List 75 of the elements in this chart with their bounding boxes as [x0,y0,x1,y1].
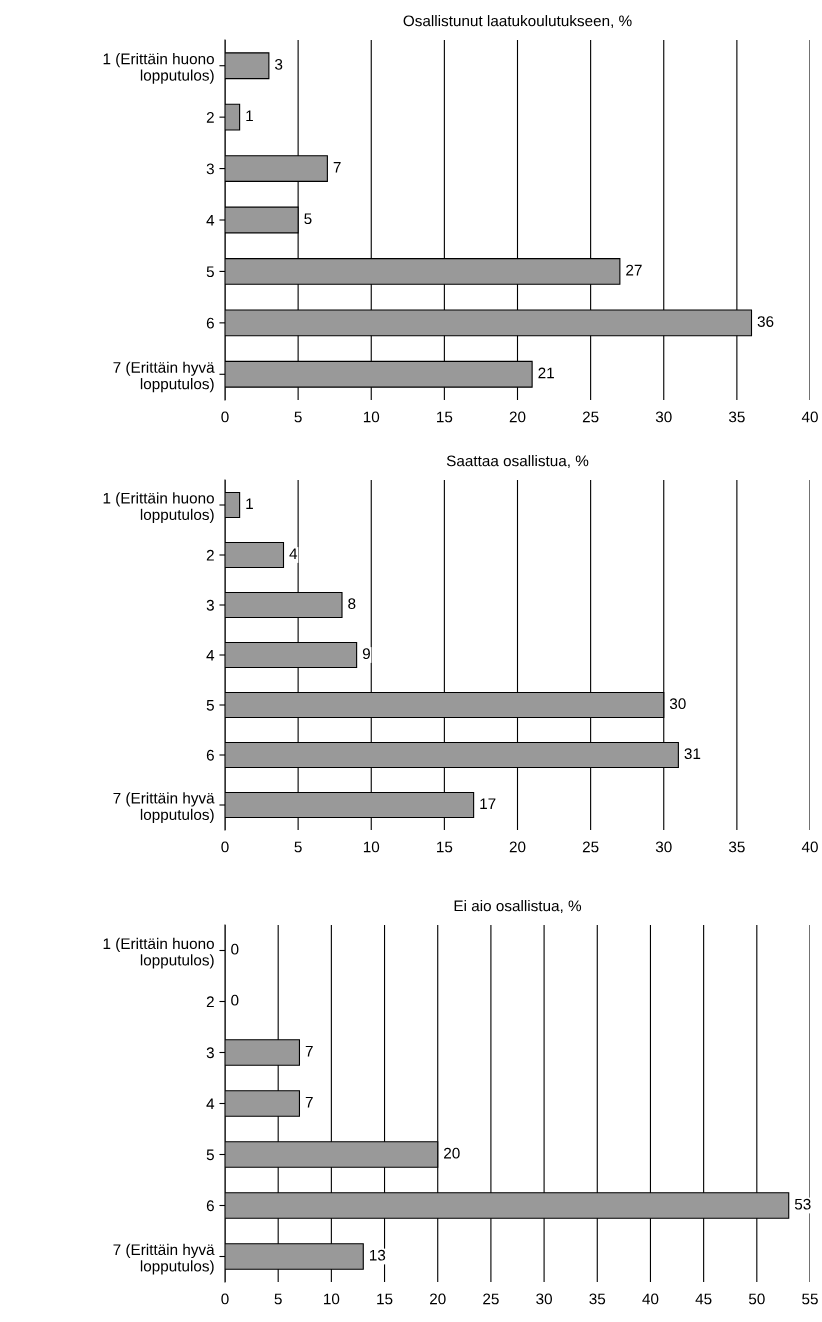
data-label: 7 [305,1096,313,1108]
x-tick-label: 5 [294,411,302,423]
y-tick-label: 3 [206,1047,214,1059]
y-tick-label: 2 [206,996,214,1008]
x-tick-label: 10 [324,1293,340,1305]
x-tick-label: 35 [589,1293,606,1305]
x-tick-label: 25 [483,1293,499,1305]
data-label: 1 [246,110,253,122]
y-tick-label: 6 [206,317,214,329]
x-tick-label: 35 [728,411,745,423]
data-label: 0 [231,943,239,955]
y-tick-label: 5 [206,700,214,711]
data-label: 53 [794,1198,811,1210]
data-label: 27 [626,264,642,276]
y-tick-label: 7 (Erittäin hyvä lopputulos) [113,792,215,824]
x-tick-label: 40 [642,1293,659,1305]
x-tick-label: 15 [437,841,453,853]
chart-title: Ei aio osallistua, % [454,900,582,914]
x-tick-label: 35 [728,841,745,853]
x-tick-label: 40 [801,411,818,423]
data-label: 30 [669,698,686,710]
x-tick-label: 0 [221,1293,229,1305]
y-tick-label: 5 [206,266,214,278]
data-label: 7 [305,1045,313,1057]
chart-title: Osallistunut laatukoulutukseen, % [403,15,632,29]
y-tick-label: 5 [206,1149,214,1161]
x-tick-label: 30 [655,411,672,423]
data-label: 5 [304,213,312,225]
y-tick-label: 2 [206,112,214,123]
data-label: 21 [538,367,554,379]
data-label: 3 [275,59,283,70]
data-label: 36 [757,316,774,327]
y-tick-label: 7 (Erittäin hyvä lopputulos) [113,361,215,393]
x-tick-label: 20 [509,841,526,853]
data-label: 0 [231,994,239,1006]
data-label: 13 [369,1249,386,1261]
x-tick-label: 5 [294,841,302,853]
x-tick-label: 10 [363,411,380,423]
x-tick-label: 30 [655,841,672,853]
data-label: 31 [684,748,701,760]
x-tick-label: 5 [274,1293,282,1305]
x-tick-label: 20 [430,1293,446,1305]
data-label: 17 [480,798,496,809]
x-tick-label: 20 [509,411,526,423]
y-tick-label: 1 (Erittäin huono lopputulos) [103,492,214,524]
data-label: 9 [362,648,370,660]
chart-title: Saattaa osallistua, % [446,455,589,469]
y-tick-label: 4 [206,215,215,226]
y-tick-label: 4 [206,1098,215,1110]
y-tick-label: 4 [206,650,215,661]
x-tick-label: 0 [221,411,229,423]
x-tick-label: 25 [582,841,599,853]
data-label: 1 [246,498,253,509]
y-tick-label: 6 [206,749,214,761]
y-tick-label: 6 [206,1200,214,1212]
data-label: 4 [289,548,298,559]
y-tick-label: 1 (Erittäin huono lopputulos) [103,53,214,84]
x-tick-label: 10 [363,841,380,853]
data-label: 7 [333,162,341,173]
x-tick-label: 25 [582,411,599,423]
x-tick-label: 45 [695,1293,712,1305]
x-tick-label: 15 [437,411,453,423]
x-tick-label: 30 [536,1293,552,1305]
y-tick-label: 7 (Erittäin hyvä lopputulos) [113,1243,215,1275]
x-tick-label: 50 [748,1293,765,1305]
y-tick-label: 1 (Erittäin huono lopputulos) [103,937,214,969]
y-tick-label: 3 [206,599,214,611]
y-tick-label: 3 [206,163,214,175]
data-label: 20 [444,1147,460,1159]
data-label: 8 [348,598,356,610]
x-tick-label: 55 [802,1293,818,1305]
y-tick-label: 2 [206,549,214,561]
x-tick-label: 40 [801,841,818,853]
x-tick-label: 0 [221,841,229,853]
x-tick-label: 15 [377,1293,393,1305]
